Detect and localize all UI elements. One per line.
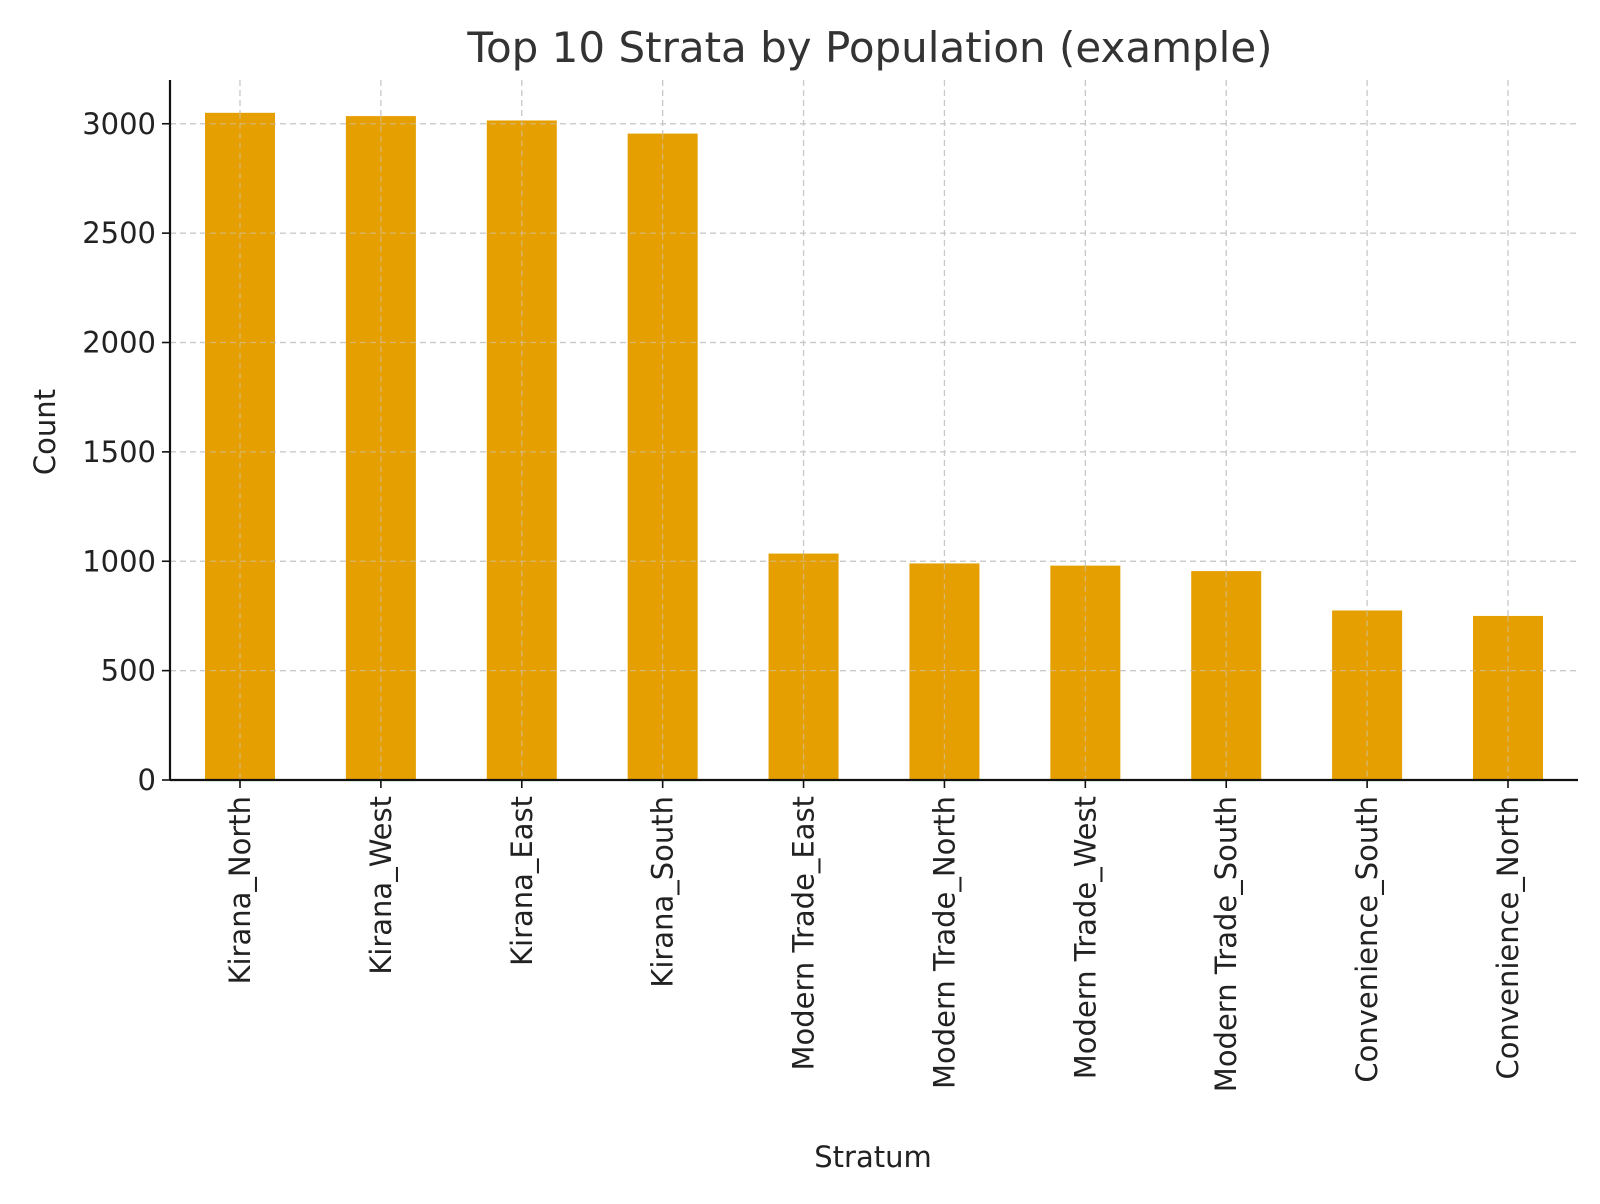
y-ticks: 0 500 1000 1500 2000 2500 3000 [82,107,170,797]
x-tick-label: Kirana_West [364,796,398,975]
y-tick-label: 0 [138,763,156,797]
x-tick-label: Modern Trade_West [1068,796,1102,1079]
y-tick-label: 3000 [82,107,156,141]
x-tick-label: Modern Trade_South [1209,796,1243,1092]
x-tick-label: Convenience_North [1491,796,1525,1079]
bars [170,112,1578,781]
x-tick-label: Kirana_East [505,796,539,966]
y-tick-label: 1000 [82,544,156,578]
y-axis-label: Count [28,389,62,475]
x-axis-label: Stratum [814,1140,931,1174]
y-tick-label: 2000 [82,326,156,360]
axes [168,80,1578,782]
y-tick-label: 500 [101,654,156,688]
chart-title: Top 10 Strata by Population (example) [466,23,1272,72]
y-tick-label: 2500 [82,216,156,250]
y-tick-label: 1500 [82,435,156,469]
x-tick-label: Kirana_North [223,796,257,985]
x-tick-label: Modern Trade_North [927,796,961,1089]
x-ticks: Kirana_North Kirana_West Kirana_East Kirana… [223,780,1525,1092]
x-tick-label: Convenience_South [1350,796,1384,1083]
x-tick-label: Kirana_South [646,796,680,988]
x-tick-label: Modern Trade_East [787,796,821,1071]
